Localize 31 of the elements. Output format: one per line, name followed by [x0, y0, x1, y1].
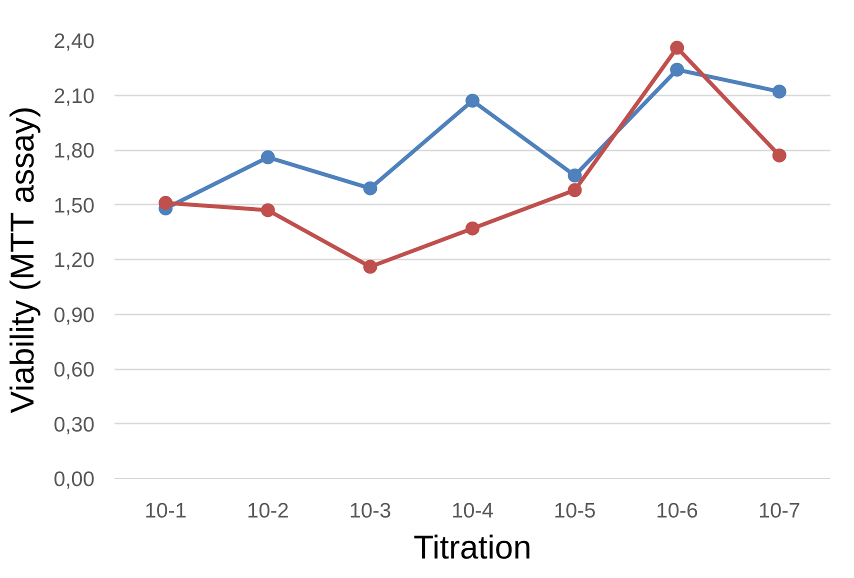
y-tick-label: 1,50	[54, 194, 95, 218]
point	[466, 94, 480, 108]
x-tick-label: 10-4	[451, 500, 494, 522]
x-tick-label: 10-2	[246, 500, 289, 522]
point	[260, 150, 275, 164]
x-tick-label: 10-6	[656, 500, 698, 522]
x-tick-label: 10-1	[144, 500, 187, 522]
point	[568, 183, 582, 198]
y-tick-label: 0,60	[54, 358, 95, 382]
point	[772, 148, 786, 162]
x-tick-label: 10-5	[554, 500, 596, 522]
point	[466, 221, 480, 236]
point	[670, 62, 684, 77]
point	[363, 181, 378, 196]
point	[670, 40, 684, 55]
x-tick-label: 10-7	[758, 500, 800, 522]
y-tick-label: 2,40	[54, 30, 95, 53]
y-axis-title: Viability (MTT assay)	[4, 106, 41, 414]
point	[158, 196, 173, 210]
x-tick-label: 10-3	[349, 500, 392, 522]
x-axis-title: Titration	[414, 528, 532, 566]
point	[363, 260, 378, 274]
y-tick-label: 1,80	[54, 140, 95, 162]
y-tick-label: 0,00	[54, 468, 95, 491]
point	[772, 84, 786, 99]
point	[568, 168, 582, 183]
y-tick-label: 1,20	[54, 249, 95, 272]
y-tick-label: 2,10	[54, 84, 95, 108]
point	[260, 203, 275, 218]
y-tick-label: 0,30	[54, 413, 95, 436]
y-tick-label: 0,90	[54, 304, 95, 327]
